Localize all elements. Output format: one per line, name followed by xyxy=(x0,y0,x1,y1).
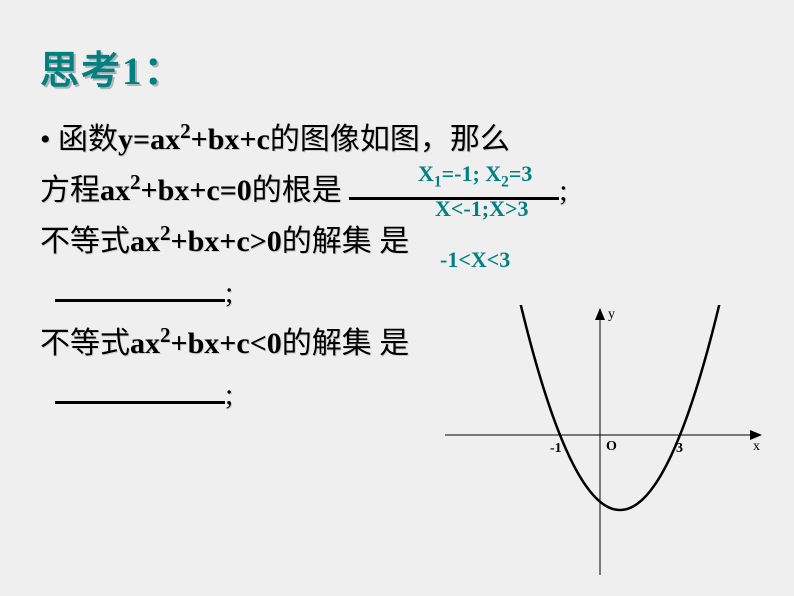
eq-a: ax xyxy=(100,174,130,207)
line-3: 不等式ax2+bx+c>0的解集 是 -1<X<3 xyxy=(40,216,754,267)
lt-b: +bx+c<0 xyxy=(171,327,282,360)
label-neg1: -1 xyxy=(550,441,562,457)
a1e: =3 xyxy=(509,161,533,186)
blank-2 xyxy=(55,275,225,302)
l1-post: 的图像如图，那么 xyxy=(270,123,510,156)
a1p: X xyxy=(418,161,434,186)
l3-post: 的解集 是 xyxy=(282,225,410,258)
gt-a: ax xyxy=(130,225,160,258)
gt-b: +bx+c>0 xyxy=(171,225,282,258)
sq4: 2 xyxy=(160,323,171,347)
label-y: y xyxy=(608,307,615,323)
eq-b: +bx+c=0 xyxy=(141,174,252,207)
l3-pre: 不等式 xyxy=(40,225,130,258)
a1s2: 2 xyxy=(501,173,509,190)
line-1: • 函数y=ax2+bx+c的图像如图，那么 xyxy=(40,114,754,165)
func-a: y=ax xyxy=(118,123,180,156)
sq2: 2 xyxy=(130,170,141,194)
graph-svg xyxy=(435,305,765,585)
a1s1: 1 xyxy=(434,173,442,190)
sc2: ; xyxy=(225,276,233,309)
a1m: =-1; X xyxy=(442,161,502,186)
func-b: +bx+c xyxy=(191,123,270,156)
sc1: ; xyxy=(559,174,567,207)
line-2: 方程ax2+bx+c=0的根是 ; X1=-1; X2=3 X<-1;X>3 xyxy=(40,165,754,216)
lt-a: ax xyxy=(130,327,160,360)
parabola-graph: y x O -1 3 xyxy=(435,305,765,585)
answer-3: -1<X<3 xyxy=(440,241,510,278)
l2-pre: 方程 xyxy=(40,174,100,207)
sq3: 2 xyxy=(160,221,171,245)
l5-pre: 不等式 xyxy=(40,327,130,360)
l5-post: 的解集 是 xyxy=(282,327,410,360)
label-origin: O xyxy=(606,439,617,455)
bullet-dot: • xyxy=(40,123,58,156)
sq1: 2 xyxy=(180,119,191,143)
sc3: ; xyxy=(225,378,233,411)
l2-post: 的根是 xyxy=(252,174,342,207)
blank-3 xyxy=(55,377,225,404)
slide-title: 思考1： xyxy=(40,40,754,96)
label-3: 3 xyxy=(676,441,683,457)
l1-pre: 函数 xyxy=(58,123,118,156)
label-x: x xyxy=(753,439,760,455)
